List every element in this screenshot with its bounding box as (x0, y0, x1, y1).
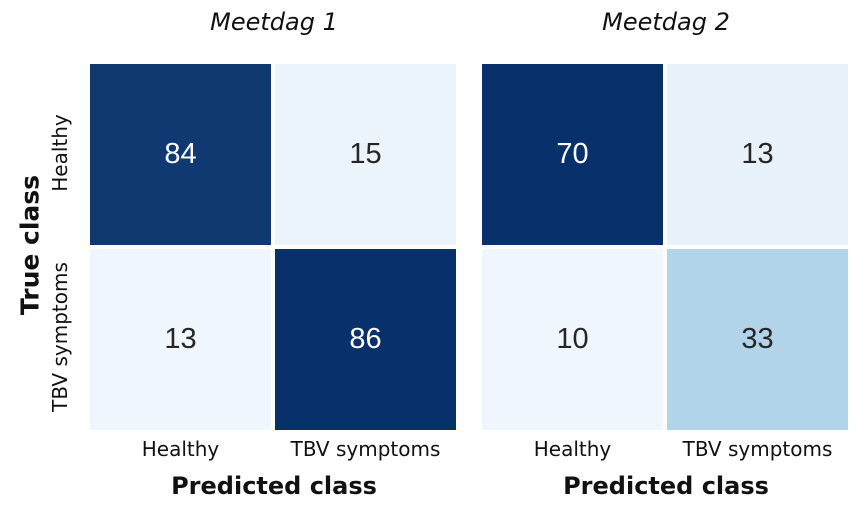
column-tick-label: Healthy (533, 437, 612, 461)
heatmap-cell: 15 (273, 62, 458, 247)
confusion-matrix-grid: 84 15 13 86 (88, 62, 458, 432)
panel-title: Meetdag 2 (602, 8, 730, 36)
heatmap-cell: 10 (480, 247, 665, 432)
confusion-matrix-grid: 70 13 10 33 (480, 62, 850, 432)
column-tick-label: TBV symptoms (682, 437, 833, 461)
heatmap-cell: 70 (480, 62, 665, 247)
row-tick-label: Healthy (48, 114, 72, 192)
y-axis-label: True class (15, 174, 45, 316)
heatmap-cell: 84 (88, 62, 273, 247)
panel-meetdag-2: Meetdag 2 70 13 10 33 Healthy TBV symptoms Pre… (480, 0, 852, 507)
column-tick-label: Healthy (141, 437, 220, 461)
x-axis-label: Predicted class (171, 472, 377, 500)
heatmap-cell: 33 (665, 247, 850, 432)
row-tick-label: TBV symptoms (48, 262, 72, 412)
panel-meetdag-1: Meetdag 1 84 15 13 86 Healthy TBV symptoms Pre… (88, 0, 460, 507)
heatmap-cell: 13 (665, 62, 850, 247)
heatmap-cell: 13 (88, 247, 273, 432)
column-tick-label: TBV symptoms (290, 437, 441, 461)
panel-title: Meetdag 1 (210, 8, 338, 36)
x-axis-label: Predicted class (563, 472, 769, 500)
heatmap-cell: 86 (273, 247, 458, 432)
